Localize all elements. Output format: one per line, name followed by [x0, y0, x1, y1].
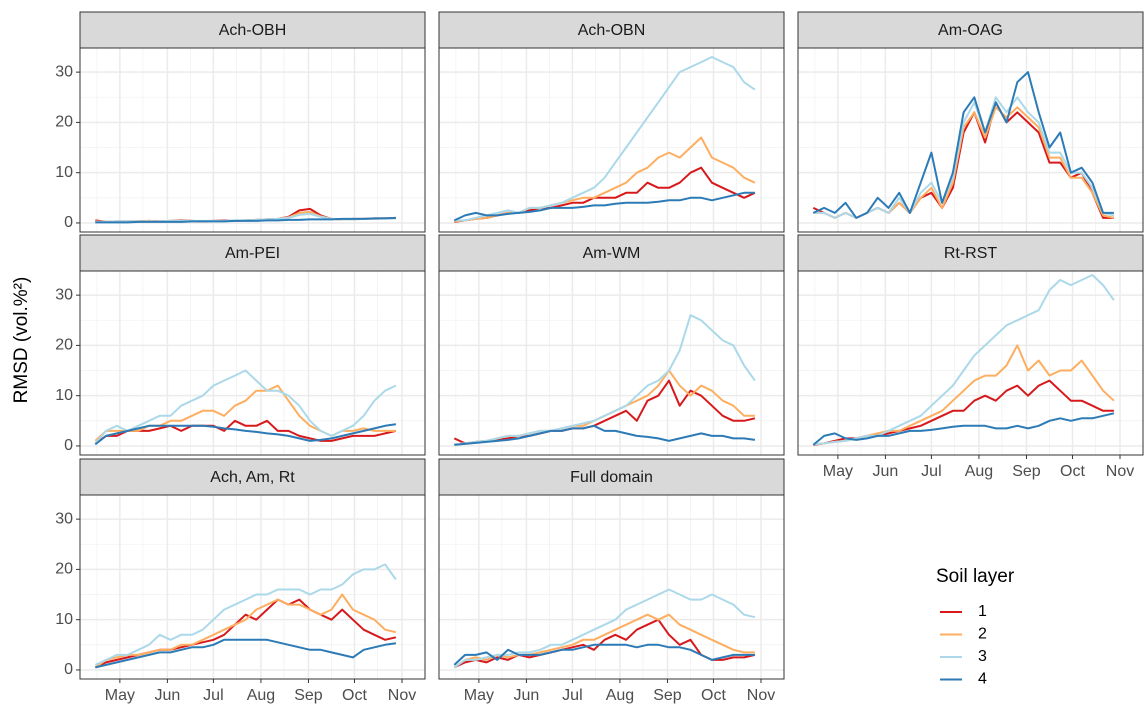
panel-title: Am-OAG [938, 22, 1003, 39]
panel-background [798, 48, 1143, 232]
panel-title: Rt-RST [944, 245, 998, 262]
panel-border [438, 270, 785, 456]
series-line [95, 216, 396, 224]
panel-background [80, 271, 425, 455]
series-line [95, 638, 397, 669]
panel-background [439, 48, 784, 232]
panel-title: Am-PEI [225, 245, 280, 262]
panel-background [439, 271, 784, 455]
panel-background [798, 271, 1143, 455]
series-line [94, 563, 397, 666]
series-line [813, 274, 1115, 446]
series-line [812, 71, 1114, 219]
y-tick-label: 0 [64, 661, 73, 678]
y-tick-label: 10 [55, 164, 73, 181]
panel-title: Am-WM [583, 245, 641, 262]
x-tick-label: Sep [1012, 463, 1041, 480]
x-tick-label: Jun [514, 687, 540, 704]
panel-background [439, 495, 784, 679]
x-tick-label: Aug [606, 687, 634, 704]
legend-label: 1 [978, 603, 987, 620]
x-tick-label: Jul [562, 687, 582, 704]
series-line [94, 419, 397, 445]
x-tick-label: Jun [155, 687, 181, 704]
series-line [453, 588, 756, 669]
x-tick-label: Oct [1060, 463, 1085, 480]
series-line [812, 412, 1115, 446]
panel-background [80, 495, 425, 679]
x-tick-label: Nov [388, 687, 416, 704]
y-tick-label: 30 [55, 510, 73, 527]
y-tick-label: 10 [55, 611, 73, 628]
series-line [453, 191, 755, 222]
panel-border [79, 270, 426, 456]
panel-border [438, 47, 785, 233]
x-tick-label: Oct [342, 687, 367, 704]
x-tick-label: Jul [921, 463, 941, 480]
y-tick-label: 20 [55, 337, 73, 354]
x-tick-label: Aug [965, 463, 993, 480]
legend-label: 3 [978, 648, 987, 665]
x-tick-label: Jul [203, 687, 223, 704]
panel-border [438, 494, 785, 680]
y-tick-label: 20 [55, 561, 73, 578]
series-line [94, 593, 397, 669]
panel-title: Ach-OBH [219, 22, 287, 39]
y-tick-label: 0 [64, 437, 73, 454]
legend-label: 2 [978, 626, 987, 643]
strip [79, 11, 426, 49]
y-tick-label: 0 [64, 214, 73, 231]
x-tick-label: Jun [873, 463, 899, 480]
panel-background [80, 48, 425, 232]
y-axis-title: RMSD (vol.%²) [11, 277, 32, 404]
x-tick-label: Sep [294, 687, 323, 704]
panel-border [79, 494, 426, 680]
strip [79, 458, 426, 496]
y-tick-label: 30 [55, 63, 73, 80]
y-tick-label: 30 [55, 286, 73, 303]
panel-title: Ach-OBN [578, 22, 646, 39]
x-tick-label: May [464, 687, 494, 704]
x-tick-label: Sep [653, 687, 682, 704]
series-line [453, 379, 756, 445]
series-line [94, 423, 397, 446]
x-tick-label: May [105, 687, 135, 704]
panel-border [79, 47, 426, 233]
series-line [454, 314, 756, 446]
panel-border [797, 47, 1144, 233]
series-line [453, 643, 755, 666]
legend-label: 4 [978, 671, 987, 688]
series-line [454, 424, 756, 446]
legend-title: Soil layer [936, 566, 1015, 587]
series-line [94, 369, 397, 445]
x-tick-label: Nov [1106, 463, 1134, 480]
panel-border [797, 270, 1144, 456]
x-tick-label: Aug [247, 687, 275, 704]
x-tick-label: Oct [701, 687, 726, 704]
y-tick-label: 20 [55, 114, 73, 131]
y-tick-label: 10 [55, 387, 73, 404]
panel-title: Full domain [570, 469, 653, 486]
panel-title: Ach, Am, Rt [210, 469, 295, 486]
x-tick-label: Nov [747, 687, 775, 704]
x-tick-label: May [823, 463, 853, 480]
series-line [453, 613, 755, 669]
series-line [454, 56, 756, 222]
